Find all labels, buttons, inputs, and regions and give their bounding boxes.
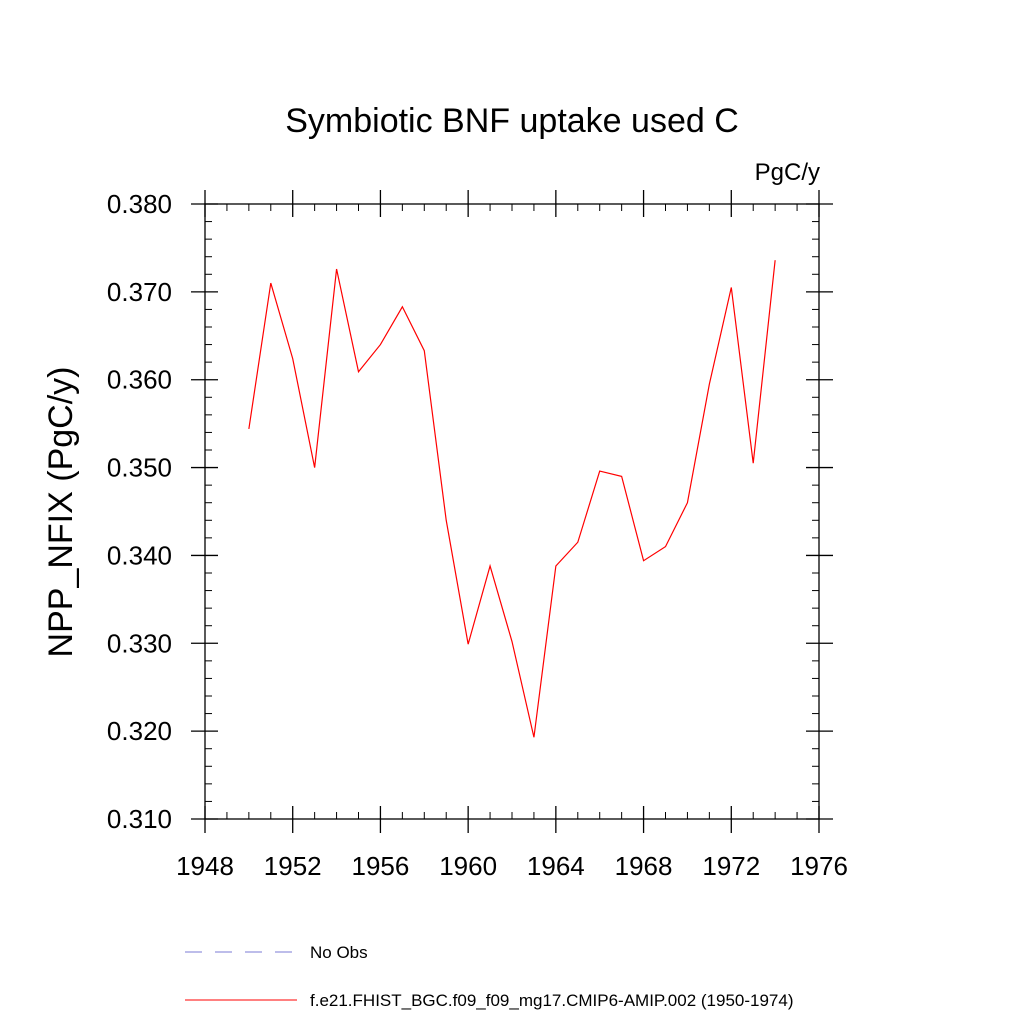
y-tick-label: 0.310 [107, 804, 172, 834]
chart-title: Symbiotic BNF uptake used C [285, 102, 739, 140]
x-tick-label: 1948 [176, 851, 234, 881]
y-axis-label: NPP_NFIX (PgC/y) [42, 367, 80, 658]
y-tick-label: 0.320 [107, 716, 172, 746]
y-tick-label: 0.370 [107, 277, 172, 307]
legend-label-no-obs: No Obs [310, 943, 368, 962]
plot-frame [204, 203, 820, 820]
x-tick-labels: 1948 1952 1956 1960 1964 1968 1972 1976 [176, 851, 848, 881]
y-tick-label: 0.380 [107, 189, 172, 219]
series-layer [248, 260, 776, 738]
legend: No Obs f.e21.FHIST_BGC.f09_f09_mg17.CMIP… [185, 943, 794, 1010]
units-label: PgC/y [755, 159, 820, 186]
y-tick-label: 0.360 [107, 365, 172, 395]
series-line [248, 260, 776, 738]
x-tick-label: 1972 [702, 851, 760, 881]
y-tick-labels: 0.310 0.320 0.330 0.340 0.350 0.360 0.370 0.380 [107, 189, 172, 834]
y-tick-label: 0.350 [107, 453, 172, 483]
x-tick-label: 1976 [790, 851, 848, 881]
major-ticks [191, 190, 833, 833]
y-tick-label: 0.340 [107, 540, 172, 570]
x-tick-label: 1964 [527, 851, 585, 881]
x-tick-label: 1952 [264, 851, 322, 881]
minor-ticks [205, 204, 819, 819]
y-tick-label: 0.330 [107, 628, 172, 658]
legend-label-model-run: f.e21.FHIST_BGC.f09_f09_mg17.CMIP6-AMIP.… [310, 991, 794, 1010]
x-tick-label: 1968 [615, 851, 673, 881]
x-tick-label: 1956 [352, 851, 410, 881]
x-tick-label: 1960 [439, 851, 497, 881]
